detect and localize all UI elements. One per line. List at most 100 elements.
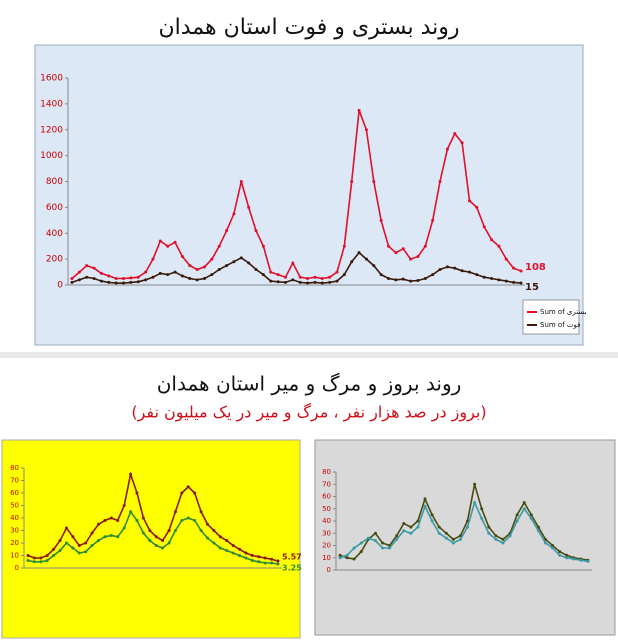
panel (314, 439, 616, 636)
point (453, 132, 457, 136)
point (416, 278, 420, 282)
point (244, 551, 248, 555)
panel (34, 44, 584, 346)
point (199, 510, 203, 514)
point (205, 522, 209, 526)
y-tick-label: 1600 (40, 74, 63, 84)
y-tick-label: 50 (10, 502, 19, 510)
y-tick-label: 70 (322, 480, 331, 488)
point (232, 212, 236, 216)
y-tick-label: 80 (10, 464, 19, 472)
point (161, 539, 165, 542)
point (508, 534, 512, 538)
point (480, 507, 484, 511)
y-tick-label: 30 (322, 529, 331, 537)
point (77, 278, 81, 282)
point (328, 280, 332, 284)
point (158, 239, 162, 243)
point (225, 229, 229, 233)
point (487, 525, 491, 529)
point (402, 529, 406, 533)
point (291, 278, 295, 282)
point (504, 257, 508, 261)
point (167, 541, 171, 545)
point (90, 544, 94, 547)
point (473, 501, 477, 505)
point (148, 539, 152, 542)
point (565, 556, 569, 560)
point (416, 525, 420, 529)
point (195, 278, 199, 282)
point (519, 281, 523, 285)
point (188, 277, 192, 281)
point (466, 525, 470, 529)
point (357, 108, 361, 112)
point (151, 275, 155, 279)
end-label: 3.25 (282, 563, 302, 572)
point (135, 519, 139, 522)
point (401, 277, 405, 281)
series-line (27, 471, 279, 562)
point (394, 251, 398, 255)
point (270, 557, 274, 561)
point (366, 536, 370, 540)
point (423, 504, 427, 508)
point (451, 537, 455, 541)
point (402, 521, 406, 525)
point (372, 264, 376, 268)
point (90, 531, 94, 535)
point (212, 541, 216, 545)
point (494, 537, 498, 541)
point (144, 270, 148, 274)
point (551, 544, 555, 547)
y-tick-label: 800 (46, 177, 63, 187)
point (122, 281, 126, 285)
point (202, 265, 206, 269)
point (129, 280, 133, 284)
point (122, 504, 126, 507)
end-label: 15 (525, 282, 539, 293)
point (409, 525, 413, 529)
y-tick-label: 80 (322, 468, 331, 476)
point (193, 491, 197, 495)
end-label: 108 (525, 262, 546, 273)
point (180, 491, 184, 495)
panel (1, 439, 301, 639)
point (529, 517, 533, 521)
point (522, 507, 526, 511)
y-tick-label: 40 (10, 514, 19, 522)
point (261, 273, 265, 277)
point (475, 205, 479, 209)
point (122, 277, 126, 281)
section-title: روند بروز و مرگ و میر استان همدان (157, 372, 462, 396)
y-tick-label: 20 (322, 542, 331, 550)
point (225, 539, 229, 542)
point (357, 251, 361, 255)
point (97, 539, 101, 542)
point (244, 556, 248, 560)
point (180, 255, 184, 259)
point (313, 275, 317, 279)
point (250, 554, 254, 557)
divider (0, 352, 618, 358)
point (173, 270, 177, 274)
point (136, 275, 140, 279)
point (338, 556, 342, 560)
point (313, 280, 317, 284)
point (494, 534, 498, 538)
point (135, 491, 139, 495)
point (352, 557, 356, 561)
point (276, 280, 280, 284)
point (515, 519, 519, 523)
point (114, 277, 118, 281)
point (122, 526, 126, 530)
point (70, 277, 74, 281)
point (430, 519, 434, 523)
point (409, 531, 413, 535)
point (473, 482, 477, 486)
point (26, 559, 30, 562)
point (92, 266, 96, 270)
point (180, 519, 184, 522)
point (387, 244, 391, 248)
